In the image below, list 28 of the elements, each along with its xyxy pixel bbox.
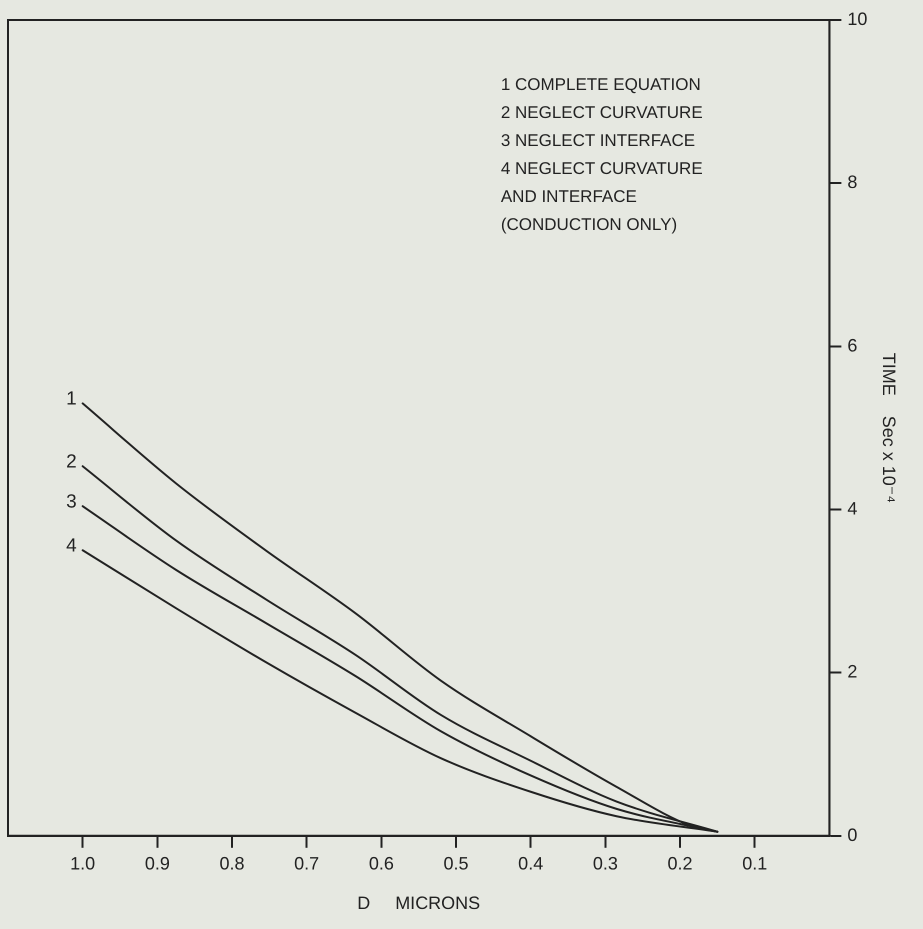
annotation: 1 COMPLETE EQUATION (500, 74, 701, 94)
y-tick-label: 10 (847, 8, 868, 29)
y-tick-label: 6 (847, 335, 858, 356)
y-axis-title: TIME Sec x 10⁻⁴ (879, 352, 900, 504)
annotation: (CONDUCTION ONLY) (500, 214, 678, 234)
x-tick-label: 0.7 (294, 854, 320, 874)
x-tick-label: 1.0 (70, 854, 96, 874)
x-axis-title: D MICRONS (357, 893, 480, 914)
x-tick-label: 0.1 (742, 854, 768, 874)
x-tick-label: 0.5 (444, 854, 469, 874)
annotation: 2 NEGLECT CURVATURE (500, 102, 703, 122)
series-label: 2 (66, 451, 77, 472)
x-tick-label: 0.6 (368, 854, 394, 874)
annotation: 4 NEGLECT CURVATURE (500, 158, 703, 178)
x-tick-label: 0.2 (668, 854, 693, 874)
series-label: 1 (66, 388, 77, 410)
y-tick-label: 8 (847, 172, 858, 192)
annotation: AND INTERFACE (500, 186, 637, 206)
x-tick-label: 0.8 (219, 854, 245, 874)
series-label: 3 (66, 491, 77, 512)
y-tick-label: 0 (847, 824, 858, 845)
x-tick-label: 0.3 (592, 854, 618, 874)
series-label: 4 (66, 536, 78, 557)
x-tick-label: 0.4 (518, 854, 544, 874)
annotation: 3 NEGLECT INTERFACE (500, 130, 696, 150)
y-tick-label: 4 (847, 498, 858, 518)
y-tick-label: 2 (847, 662, 858, 682)
x-tick-label: 0.9 (144, 854, 170, 874)
